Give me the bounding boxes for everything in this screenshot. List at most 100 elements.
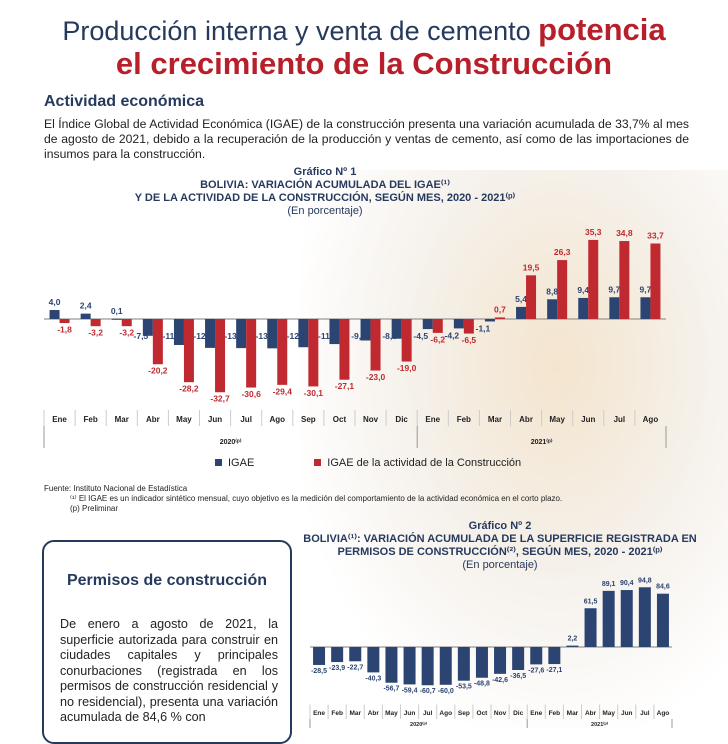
data-label: 9,7 [608,284,620,294]
tick-label: Abr [585,710,597,717]
data-label: -32,7 [210,394,230,404]
group-label: 2020⁽ᵖ⁾ [220,438,242,446]
chart2-plot: -28,5 -23,9 -22,7-40,3-56,7 -59,4 -60,7 -60,0… [309,577,673,728]
tick-label: Sep [458,710,470,717]
data-label: -60,0 [438,688,454,695]
chart1-title: Gráfico Nº 1 BOLIVIA: VARIACIÓN ACUMULAD… [100,166,550,218]
tick-label: Jun [404,710,416,717]
data-label: -1,8 [57,325,72,335]
data-label: 8,8 [546,286,558,296]
data-label: -30,1 [304,388,324,398]
bar-series1 [349,647,362,662]
bar-series2 [401,319,412,362]
group-label: 2021⁽ᵖ⁾ [531,438,553,446]
tick-label: Dic [395,415,408,424]
bar-series1 [609,297,620,319]
tick-label: Mar [349,710,361,717]
bar-series1 [421,647,434,686]
data-label: -6,5 [462,335,477,345]
tick-label: Jun [621,710,633,717]
data-label: -12,9 [193,331,213,341]
legend-construccion: IGAE de la actividad de la Construcción [314,457,521,469]
bar-series1 [49,310,60,319]
data-label: 61,5 [584,598,598,605]
tick-label: Ago [439,710,452,717]
data-label: 84,6 [656,584,670,591]
chart1-title-line1: BOLIVIA: VARIACIÓN ACUMULADA DEL IGAE⁽¹⁾ [200,179,450,191]
data-label: -29,4 [273,386,293,396]
data-label: 26,3 [554,247,571,257]
data-label: -36,5 [510,673,526,680]
tick-label: Mar [567,710,579,717]
group-label: 2021⁽ᵖ⁾ [591,721,609,728]
bar-series2 [526,275,537,319]
footnotes: Fuente: Instituto Nacional de Estadístic… [44,484,562,514]
bar-series2 [90,319,101,327]
bar-series1 [329,319,340,345]
data-label: -1,1 [476,323,491,333]
data-label: 4,0 [49,297,61,307]
tick-label: May [385,710,398,717]
tick-label: May [176,415,192,424]
group-label: 2020⁽ᵖ⁾ [410,721,428,728]
tick-label: May [549,415,565,424]
chart2-title: Gráfico Nº 2 BOLIVIA⁽¹⁾: VARIACIÓN ACUMU… [300,520,700,572]
title-highlight: potencia [538,12,666,47]
data-label: -11,2 [318,331,337,341]
data-label: -27,1 [335,381,355,391]
bar-series2 [308,319,319,387]
source-note: Fuente: Instituto Nacional de Estadístic… [44,484,188,493]
legend-igae: IGAE [215,457,254,469]
data-label: -7,5 [134,331,149,341]
data-label: 0,1 [111,306,123,316]
tick-label: Ene [52,415,67,424]
chart1-subtitle: (En porcentaje) [287,205,363,217]
data-label: -48,8 [474,681,490,688]
bar-series1 [80,313,91,319]
permits-heading: Permisos de construcción [66,572,268,589]
tick-label: Feb [549,710,561,717]
bar-series1 [578,297,589,319]
data-label: -28,5 [311,668,327,675]
bar-series1 [548,647,561,665]
data-label: 89,1 [602,581,616,588]
data-label: 19,5 [523,262,540,272]
section-paragraph: El Índice Global de Actividad Económica … [44,117,689,161]
tick-label: Nov [363,415,379,424]
data-label: -22,7 [347,664,363,671]
bar-series2 [650,243,661,319]
data-label: -13,0 [224,331,244,341]
bar-series1 [602,590,615,647]
chart2-title-line1: BOLIVIA⁽¹⁾: VARIACIÓN ACUMULADA DE LA SU… [303,533,697,545]
bar-series1 [475,647,488,678]
bar-series2 [59,319,70,324]
bar-series2 [432,319,443,333]
bar-series2 [463,319,474,334]
data-label: -28,2 [179,384,199,394]
data-label: 94,8 [638,577,652,584]
data-label: 0,7 [494,304,506,314]
bar-series1 [453,319,464,329]
bar-series1 [530,647,543,665]
bar-series2 [619,241,630,319]
data-label: -60,7 [420,688,436,695]
tick-label: Mar [488,415,502,424]
bar-series1 [620,590,633,647]
bar-series1 [638,587,651,647]
bar-series1 [360,319,371,341]
data-label: -11,6 [162,331,181,341]
data-label: -12,6 [287,331,307,341]
tick-label: Nov [494,710,507,717]
tick-label: Oct [477,710,489,717]
chart1-title-line2: Y DE LA ACTIVIDAD DE LA CONSTRUCCIÓN, SE… [134,192,516,204]
data-label: -40,3 [365,675,381,682]
chart2-subtitle: (En porcentaje) [462,559,538,571]
bar-series2 [215,319,226,393]
data-label: -23,0 [366,372,386,382]
bar-series2 [557,260,568,319]
bar-series2 [494,317,505,319]
bar-series1 [403,647,416,685]
tick-label: Jun [581,415,595,424]
tick-label: Jul [423,710,433,717]
chart1-label: Gráfico Nº 1 [293,166,357,178]
